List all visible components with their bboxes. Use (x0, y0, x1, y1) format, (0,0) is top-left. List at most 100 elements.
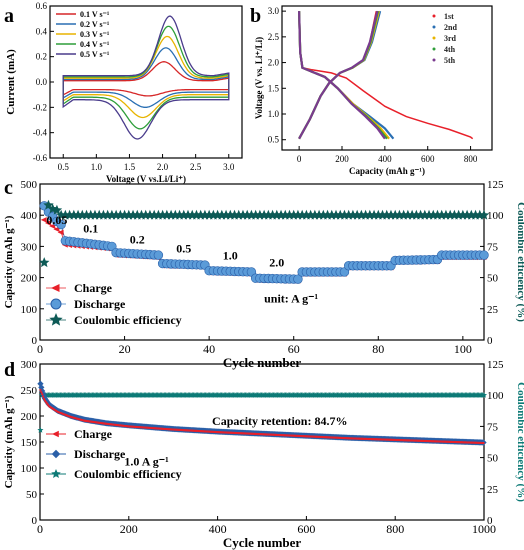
x-tick-label: 80 (372, 342, 384, 356)
charge-point (52, 430, 59, 438)
legend-marker (432, 25, 436, 29)
y-tick-label: -0.6 (33, 153, 48, 163)
y2-tick-label: 50 (487, 273, 499, 285)
discharge-point (153, 250, 164, 260)
y-tick-label: 0.0 (36, 77, 48, 87)
y2-tick-label: 25 (487, 304, 499, 316)
legend-label: 4th (444, 45, 456, 54)
x-tick-label: 0.5 (58, 162, 70, 172)
y2-axis-label: Coulombic efficiency (%) (515, 382, 524, 502)
discharge-curve-5 (298, 11, 386, 140)
discharge-point (293, 274, 303, 284)
discharge-curve-2 (298, 11, 395, 140)
panel-a: 0.5 1.0 1.5 2.0 2.5 3.0 -0.6 -0.4 -0.2 0.0 0.2 0.4 0… (4, 1, 243, 184)
ce-point (478, 209, 490, 220)
y-tick-label: 300 (21, 359, 38, 371)
charge-point (39, 388, 42, 392)
x-tick-label: 1.5 (124, 162, 136, 172)
y-tick-label: 300 (21, 241, 38, 253)
y2-tick-label: 125 (487, 179, 504, 191)
panel-c: 0 20 40 60 80 100 0 100 200 300 400 500 0 25 50 75 100 12… (3, 177, 524, 370)
y-tick-label: 150 (21, 437, 38, 449)
legend-label: 0.2 V s⁻¹ (80, 20, 110, 29)
y2-tick-label: 75 (487, 421, 499, 433)
y2-tick-label: 25 (487, 484, 499, 496)
y-tick-label: 0.4 (36, 26, 48, 36)
legend-label: 3rd (444, 34, 457, 43)
y-tick-label: 1.5 (268, 83, 280, 93)
y-tick-label: 0.6 (36, 1, 48, 11)
rate-label: 0.5 (176, 242, 191, 256)
legend-label: Discharge (74, 447, 126, 461)
y-tick-label: 2.5 (268, 32, 280, 42)
x-axis-label: Voltage (V vs.Li/Li⁺) (106, 174, 186, 184)
y-axis-label: Voltage (V vs. Li⁺/Li) (254, 37, 264, 119)
x-tick-label: 200 (335, 154, 349, 164)
ce-point (37, 426, 44, 433)
panel-b: 0 200 400 600 800 0.5 1.0 1.5 2.0 2.5 3.0 Capacity … (250, 5, 493, 176)
x-tick-label: 20 (119, 342, 131, 356)
y2-tick-label: 0 (487, 515, 493, 527)
legend-label: 0.1 V s⁻¹ (80, 10, 110, 19)
panel-label-b: b (250, 5, 261, 27)
y-axis-label: Capacity (mAh g⁻¹) (3, 395, 15, 488)
x-tick-label: 100 (454, 342, 472, 356)
plot-frame (49, 5, 243, 159)
x-tick-label: 400 (378, 154, 392, 164)
y2-axis-label: Coulombic efficiency (%) (515, 202, 524, 322)
rate-label: 0.05 (46, 213, 67, 227)
charge-point (44, 220, 51, 226)
y-tick-label: 400 (21, 210, 38, 222)
y-tick-label: 200 (21, 411, 38, 423)
y-tick-label: 1.0 (268, 109, 280, 119)
x-tick-label: 0 (297, 154, 302, 164)
y-axis-label: Current (mA) (5, 49, 17, 115)
legend-label: 0.3 V s⁻¹ (80, 30, 110, 39)
y-tick-label: 100 (21, 463, 38, 475)
x-tick-label: 200 (120, 522, 138, 536)
panel-label-a: a (4, 5, 14, 27)
y2-tick-label: 75 (487, 241, 499, 253)
legend-label: 0.4 V s⁻¹ (80, 40, 110, 49)
panel-label-d: d (4, 359, 15, 381)
x-tick-label: 0 (37, 522, 43, 536)
retention-note: Capacity retention: 84.7% (212, 414, 347, 428)
legend-label: Discharge (74, 297, 126, 311)
x-tick-label: 60 (288, 342, 300, 356)
y-tick-label: -0.2 (33, 102, 47, 112)
y-tick-label: 0.5 (268, 135, 280, 145)
x-tick-label: 40 (203, 342, 215, 356)
ce-point (51, 469, 61, 479)
y2-tick-label: 100 (487, 210, 504, 222)
cv-curve-5 (62, 15, 230, 140)
charge-point (40, 390, 43, 394)
ce-point (480, 392, 488, 398)
panel-label-c: c (4, 177, 13, 199)
y-tick-label: 2.0 (268, 58, 280, 68)
legend-label: Charge (74, 281, 113, 295)
charge-point (42, 397, 46, 400)
legend-label: 1st (444, 12, 454, 21)
legend-label: 5th (444, 56, 456, 65)
charge-point (482, 441, 485, 445)
y2-tick-label: 125 (487, 359, 504, 371)
legend-marker (51, 449, 61, 459)
ce-point (49, 313, 63, 326)
y-tick-label: 250 (21, 385, 38, 397)
y-tick-label: -0.4 (33, 128, 48, 138)
y-tick-label: 100 (21, 304, 38, 316)
x-tick-label: 1.0 (91, 162, 103, 172)
y-tick-label: 0.2 (36, 52, 47, 62)
x-tick-label: 800 (464, 154, 478, 164)
legend-label: Charge (74, 427, 113, 441)
x-tick-label: 2.0 (157, 162, 169, 172)
charge-point (41, 393, 44, 396)
x-tick-label: 2.5 (190, 162, 202, 172)
y-tick-label: 200 (21, 273, 38, 285)
legend-label: 0.5 V s⁻¹ (80, 50, 110, 59)
legend-marker (432, 58, 436, 62)
y2-tick-label: 100 (487, 390, 504, 402)
plot-frame (39, 183, 485, 341)
legend-marker (50, 298, 62, 310)
ce-point (38, 257, 50, 268)
